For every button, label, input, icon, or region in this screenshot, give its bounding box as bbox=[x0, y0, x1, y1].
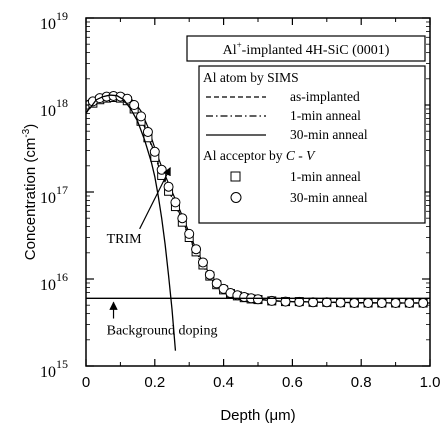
legend-cv-heading-dash: - bbox=[295, 148, 306, 163]
y-tick-label-2: 1017 bbox=[40, 183, 68, 207]
legend-label-0: as-implanted bbox=[290, 89, 360, 104]
legend-cv-heading-pre: Al acceptor by bbox=[203, 148, 286, 163]
data-point-circle-4-28 bbox=[308, 297, 319, 308]
legend-marker-circle-4 bbox=[230, 192, 242, 203]
legend-entries: as-implanted 1-min anneal 30-min anneal 1-m… bbox=[206, 89, 368, 205]
data-point-circle-4-36 bbox=[418, 297, 429, 308]
y-tick-base: 10 bbox=[40, 277, 56, 294]
y-tick-label-3: 1018 bbox=[40, 96, 68, 120]
sample-box-label: Al+-implanted 4H-SiC (0001) bbox=[223, 40, 390, 58]
y-axis-label-sup: -3 bbox=[21, 128, 32, 137]
data-point-circle-4-8 bbox=[142, 126, 153, 137]
y-tick-label-0: 1015 bbox=[40, 357, 68, 381]
y-tick-base: 10 bbox=[40, 103, 56, 120]
data-point-circle-4-29 bbox=[321, 297, 332, 308]
y-axis-label-main: Concentration (cm bbox=[22, 138, 39, 261]
data-point-circle-4-14 bbox=[184, 228, 195, 239]
legend-label-4: 30-min anneal bbox=[290, 190, 368, 205]
y-tick-label-1: 1016 bbox=[40, 270, 68, 294]
data-point-circle-4-10 bbox=[156, 164, 167, 175]
sample-box-frame bbox=[186, 35, 426, 62]
legend-label-2: 30-min anneal bbox=[290, 127, 368, 142]
data-point-circle-4-18 bbox=[211, 278, 222, 289]
data-point-circle-4-17 bbox=[204, 269, 215, 280]
legend-sims-heading: Al atom by SIMS bbox=[203, 70, 299, 85]
annotation-arrow-0 bbox=[139, 166, 171, 230]
series-layer bbox=[85, 90, 430, 351]
y-tick-exp: 15 bbox=[56, 357, 68, 371]
data-point-circle-4-34 bbox=[390, 297, 401, 308]
x-tick-label-3: 0.6 bbox=[282, 374, 303, 391]
y-tick-base: 10 bbox=[40, 364, 56, 381]
annotation-label-1: Background doping bbox=[107, 324, 218, 339]
data-point-circle-4-9 bbox=[149, 146, 160, 157]
data-point-circle-4-6 bbox=[129, 100, 140, 110]
data-point-circle-4-15 bbox=[191, 244, 202, 255]
y-axis-label-end: ) bbox=[22, 124, 39, 129]
x-tick-label-4: 0.8 bbox=[351, 374, 372, 391]
series-line-5 bbox=[88, 94, 177, 351]
data-point-circle-4-24 bbox=[253, 294, 263, 305]
x-tick-label-1: 0.2 bbox=[144, 374, 165, 391]
x-tick-label-5: 1.0 bbox=[420, 374, 441, 391]
data-point-circle-4-7 bbox=[136, 111, 147, 122]
y-tick-exp: 16 bbox=[56, 270, 68, 284]
data-point-circle-4-13 bbox=[177, 213, 188, 224]
legend-label-1: 1-min anneal bbox=[290, 108, 361, 123]
y-tick-base: 10 bbox=[40, 16, 56, 33]
data-point-circle-4-12 bbox=[170, 197, 181, 208]
sample-box-rest: -implanted 4H-SiC (0001) bbox=[242, 43, 390, 58]
sample-box: Al+-implanted 4H-SiC (0001) bbox=[186, 35, 426, 62]
legend-marker-square-3 bbox=[230, 171, 241, 182]
annotation-layer: TRIM Background doping bbox=[107, 166, 218, 339]
data-point-circle-4-11 bbox=[163, 181, 174, 192]
legend-cv-heading: Al acceptor by C - V bbox=[203, 148, 316, 163]
data-point-circle-4-31 bbox=[349, 297, 360, 308]
y-tick-exp: 17 bbox=[56, 183, 68, 197]
legend: Al atom by SIMS Al acceptor by C - V as-… bbox=[198, 65, 426, 224]
data-point-circle-4-33 bbox=[376, 297, 387, 308]
data-point-circle-4-35 bbox=[404, 297, 415, 308]
data-point-circle-4-26 bbox=[280, 296, 291, 307]
sample-box-plus: + bbox=[237, 40, 242, 50]
data-point-circle-4-30 bbox=[335, 297, 346, 308]
y-tick-exp: 18 bbox=[56, 96, 68, 110]
data-point-circle-4-16 bbox=[197, 257, 208, 268]
y-tick-base: 10 bbox=[40, 190, 56, 207]
y-axis-label: Concentration (cm-3) bbox=[21, 124, 39, 260]
data-point-circle-4-32 bbox=[363, 297, 374, 308]
legend-cv-heading-c: C bbox=[286, 148, 296, 163]
x-tick-label-0: 0 bbox=[82, 374, 90, 391]
legend-label-3: 1-min anneal bbox=[290, 169, 361, 184]
data-point-circle-4-27 bbox=[294, 296, 305, 307]
legend-cv-heading-v: V bbox=[306, 148, 316, 163]
annotation-label-0: TRIM bbox=[107, 232, 143, 247]
y-tick-exp: 19 bbox=[56, 9, 68, 23]
x-axis-label: Depth (μm) bbox=[220, 407, 295, 424]
y-tick-label-4: 1019 bbox=[40, 9, 68, 33]
x-tick-label-2: 0.4 bbox=[213, 374, 234, 391]
sample-box-al: Al bbox=[223, 43, 237, 58]
